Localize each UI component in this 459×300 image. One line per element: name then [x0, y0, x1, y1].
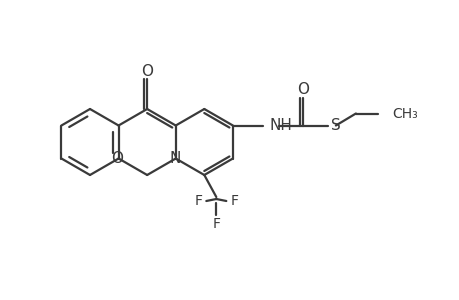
Text: NH: NH [269, 118, 292, 133]
Text: S: S [330, 118, 340, 133]
Text: F: F [212, 217, 220, 231]
Text: O: O [141, 64, 153, 79]
Text: O: O [112, 151, 123, 166]
Text: N: N [168, 151, 180, 166]
Text: CH₃: CH₃ [391, 106, 417, 121]
Text: F: F [230, 194, 238, 208]
Text: F: F [194, 194, 202, 208]
Text: O: O [296, 82, 308, 97]
